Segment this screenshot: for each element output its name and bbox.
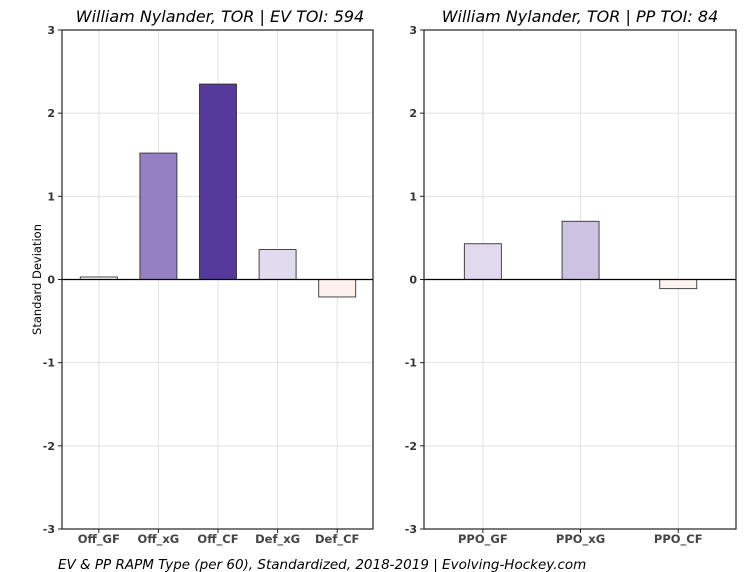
bar-ppo-cf: [659, 279, 698, 290]
x-tick-label: Def_xG: [255, 532, 300, 547]
bar-off-xg: [139, 152, 178, 280]
x-tick-label: PPO_GF: [458, 532, 508, 547]
y-tick-label: -1: [405, 357, 417, 370]
y-tick-label: 1: [409, 190, 417, 203]
bar-ppo-gf: [463, 243, 502, 280]
y-tick-label: -3: [43, 523, 55, 536]
y-tick-label: 2: [409, 107, 417, 120]
y-tick-label: 1: [47, 190, 55, 203]
x-tick-label: PPO_CF: [654, 532, 703, 547]
panel-2: William Nylander, TOR | PP TOI: 84 -3 -2 -1…: [405, 7, 737, 547]
y-axis-label: Standard Deviation: [30, 224, 44, 335]
x-tick-label: PPO_xG: [556, 532, 605, 547]
bar-def-cf: [318, 279, 357, 298]
x-tick-label: Off_CF: [197, 532, 238, 547]
bar-ppo-xg: [561, 220, 600, 280]
plot-frame: [423, 29, 737, 530]
y-tick-label: 3: [409, 24, 417, 37]
x-tick-label: Def_CF: [315, 532, 359, 547]
y-tick-label: -2: [405, 440, 417, 453]
y-tick-label: 0: [47, 274, 55, 287]
panel-1: William Nylander, TOR | EV TOI: 594 -3 -2 -…: [30, 7, 374, 547]
x-tick-label: Off_xG: [138, 532, 180, 547]
plot-frame: [61, 29, 374, 530]
chart-title: William Nylander, TOR | EV TOI: 594: [76, 7, 364, 26]
y-tick-label: -3: [405, 523, 417, 536]
x-tick-label: Off_GF: [78, 532, 120, 547]
figure-caption: EV & PP RAPM Type (per 60), Standardized…: [58, 557, 586, 572]
bar-off-cf: [199, 83, 237, 280]
chart-title: William Nylander, TOR | PP TOI: 84: [442, 7, 719, 26]
bar-def-xg: [258, 249, 297, 280]
y-tick-label: 0: [409, 274, 417, 287]
y-tick-label: -2: [43, 440, 55, 453]
y-tick-label: -1: [43, 357, 55, 370]
y-tick-label: 2: [47, 107, 55, 120]
y-tick-label: 3: [47, 24, 55, 37]
